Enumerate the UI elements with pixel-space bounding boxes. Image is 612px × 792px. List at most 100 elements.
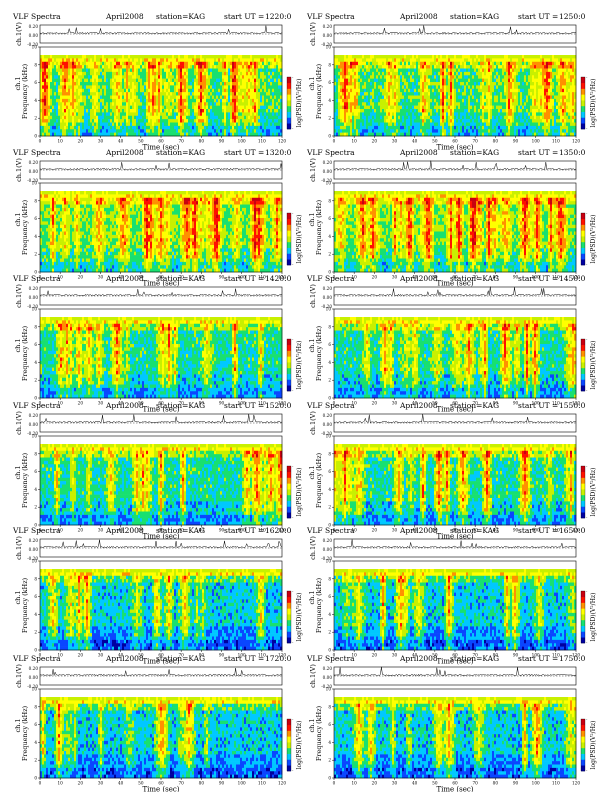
colorbar-top-tick: - xyxy=(292,464,294,469)
spectrogram-panel: VLF Spectra April2008 station=KAG start UT … xyxy=(306,274,597,414)
header-station: station=KAG xyxy=(450,526,499,535)
spectrogram-heatmap xyxy=(40,444,282,525)
spectrogram-panel: VLF Spectra April2008 station=KAG start UT … xyxy=(12,274,303,414)
time-tick-label: 30 xyxy=(98,653,104,658)
channel-label: ch.1 xyxy=(14,212,22,226)
colorbar: --log(PSD)(V²/Hz) xyxy=(581,464,597,520)
time-tick-label: 80 xyxy=(493,139,499,144)
colorbar-top-tick: - xyxy=(586,75,588,80)
frequency-axis-label: Frequency (kHz) xyxy=(21,63,29,119)
amplitude-axis-label: ch.1(V) xyxy=(309,284,317,308)
spectra-page: VLF Spectra April2008 station=KAG start UT … xyxy=(0,0,612,792)
time-tick-label: 20 xyxy=(372,275,378,280)
colorbar-bottom-tick: - xyxy=(292,768,294,773)
header-date: April2008 xyxy=(399,526,438,535)
header-station: station=KAG xyxy=(156,148,205,157)
time-tick-label: 110 xyxy=(258,139,266,144)
header-date: April2008 xyxy=(105,401,144,410)
frequency-tick-label: 4 xyxy=(34,360,37,365)
spectrogram-heatmap xyxy=(40,697,282,778)
header-start-prefix: start UT = xyxy=(224,526,264,535)
amplitude-tick-label: 0.20 xyxy=(29,666,39,671)
amplitude-tick-label: 0.20 xyxy=(323,160,333,165)
channel-label: ch.1 xyxy=(14,590,22,604)
frequency-tick-label: 2 xyxy=(328,116,331,121)
spectrogram-heatmap xyxy=(334,697,576,778)
time-tick-label: 80 xyxy=(199,781,205,786)
amplitude-axis-label: ch.1(V) xyxy=(309,22,317,46)
time-tick-label: 10 xyxy=(57,781,63,786)
colorbar-bottom-tick: - xyxy=(292,640,294,645)
amplitude-tick-label: 0.00 xyxy=(29,422,39,427)
colorbar: --log(PSD)(V²/Hz) xyxy=(287,211,303,267)
frequency-axis-label: Frequency (kHz) xyxy=(315,325,323,381)
time-tick-label: 0 xyxy=(39,139,42,144)
frequency-tick-label: 4 xyxy=(34,612,37,617)
frequency-tick-label: 2 xyxy=(328,252,331,257)
colorbar-top-tick: - xyxy=(586,211,588,216)
amplitude-axis-label: ch.1(V) xyxy=(15,284,23,308)
colorbar-top-tick: - xyxy=(292,211,294,216)
frequency-tick-label: 0 xyxy=(328,648,331,653)
frequency-tick-label: 2 xyxy=(328,505,331,510)
frequency-tick-label: 10 xyxy=(32,307,38,312)
header-title: VLF Spectra xyxy=(306,526,355,535)
spectrogram-panel: VLF Spectra April2008 station=KAG start UT … xyxy=(12,401,303,541)
time-tick-label: 90 xyxy=(219,781,225,786)
header-start-ut: 1550:0 xyxy=(559,401,586,410)
header-start-ut: 1720:0 xyxy=(265,654,292,663)
spectrogram-panel: VLF Spectra April2008 station=KAG start UT … xyxy=(12,526,303,666)
frequency-axis-label: Frequency (kHz) xyxy=(315,705,323,761)
amplitude-tick-label: 0.20 xyxy=(29,538,39,543)
frequency-tick-label: 0 xyxy=(34,776,37,781)
frequency-tick-label: 0 xyxy=(328,134,331,139)
frequency-tick-label: 2 xyxy=(34,758,37,763)
colorbar-top-tick: - xyxy=(292,717,294,722)
amplitude-axis-label: ch.1(V) xyxy=(309,664,317,688)
colorbar-label: log(PSD)(V²/Hz) xyxy=(590,468,597,517)
header-start-prefix: start UT = xyxy=(224,12,264,21)
spectrogram-panel: VLF Spectra April2008 station=KAG start UT … xyxy=(306,148,597,288)
header-station: station=KAG xyxy=(450,274,499,283)
channel-label: ch.1 xyxy=(14,76,22,90)
spectrogram-heatmap xyxy=(334,191,576,272)
time-tick-label: 20 xyxy=(372,653,378,658)
header-date: April2008 xyxy=(399,274,438,283)
frequency-tick-label: 4 xyxy=(328,612,331,617)
spectrogram-heatmap xyxy=(334,317,576,398)
amplitude-axis-label: ch.1(V) xyxy=(15,664,23,688)
time-tick-label: 20 xyxy=(372,781,378,786)
frequency-tick-label: 4 xyxy=(328,234,331,239)
frequency-axis-label: Frequency (kHz) xyxy=(315,452,323,508)
frequency-tick-label: 2 xyxy=(328,378,331,383)
frequency-tick-label: 8 xyxy=(34,704,37,709)
colorbar: --log(PSD)(V²/Hz) xyxy=(581,337,597,393)
colorbar-bottom-tick: - xyxy=(586,388,588,393)
header-start-ut: 1350:0 xyxy=(559,148,586,157)
spectrogram-panel: VLF Spectra April2008 station=KAG start UT … xyxy=(306,12,597,152)
frequency-tick-label: 10 xyxy=(326,307,332,312)
spectrogram-heatmap xyxy=(40,55,282,136)
header-title: VLF Spectra xyxy=(306,148,355,157)
amplitude-tick-label: 0.20 xyxy=(29,24,39,29)
header-title: VLF Spectra xyxy=(306,274,355,283)
header-start-ut: 1420:0 xyxy=(265,274,292,283)
header-date: April2008 xyxy=(105,148,144,157)
header-date: April2008 xyxy=(399,12,438,21)
colorbar-label: log(PSD)(V²/Hz) xyxy=(296,721,303,770)
time-tick-label: 90 xyxy=(513,781,519,786)
channel-label: ch.1 xyxy=(14,465,22,479)
frequency-tick-label: 10 xyxy=(32,434,38,439)
colorbar-bottom-tick: - xyxy=(586,768,588,773)
time-tick-label: 120 xyxy=(572,781,580,786)
header-station: station=KAG xyxy=(156,274,205,283)
header-start-prefix: start UT = xyxy=(224,401,264,410)
frequency-tick-label: 6 xyxy=(34,469,37,474)
frequency-tick-label: 4 xyxy=(328,98,331,103)
frequency-tick-label: 4 xyxy=(328,740,331,745)
